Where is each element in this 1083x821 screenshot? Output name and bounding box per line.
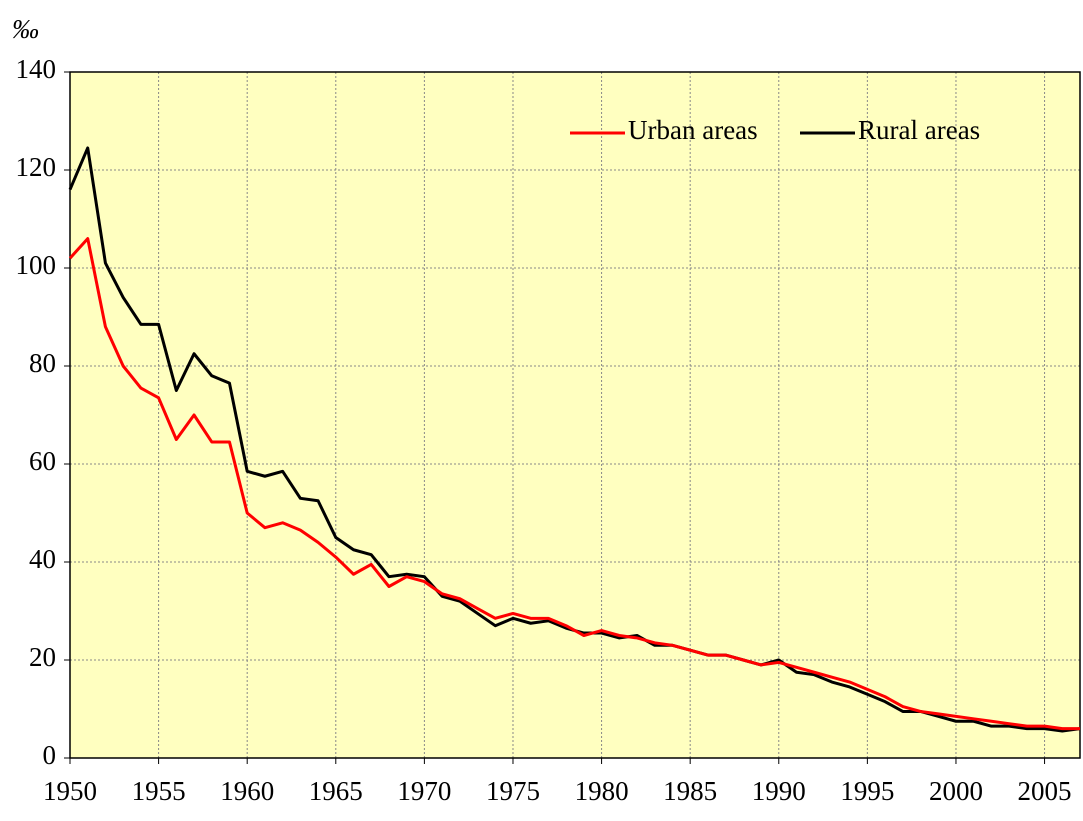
- y-tick-label: 60: [29, 446, 56, 476]
- y-tick-label: 40: [29, 544, 56, 574]
- plot-border: [69, 71, 1081, 759]
- y-axis-label: ‰: [12, 14, 39, 44]
- x-tick-label: 1970: [397, 776, 451, 806]
- x-tick-label: 1955: [132, 776, 186, 806]
- x-tick-label: 1990: [752, 776, 806, 806]
- y-tick-label: 20: [29, 642, 56, 672]
- y-tick-label: 0: [43, 740, 57, 770]
- x-tick-label: 1960: [220, 776, 274, 806]
- data-line: [68, 237, 1080, 731]
- legend-label: Urban areas: [628, 115, 758, 145]
- x-tick-label: 1980: [575, 776, 629, 806]
- x-tick-label: 1950: [43, 776, 97, 806]
- y-tick-label: 120: [16, 152, 57, 182]
- x-tick-label: 1975: [486, 776, 540, 806]
- x-tick-label: 2005: [1018, 776, 1072, 806]
- y-tick-label: 80: [29, 348, 56, 378]
- x-tick-label: 1965: [309, 776, 363, 806]
- x-tick-label: 2000: [929, 776, 983, 806]
- legend-label: Rural areas: [858, 115, 980, 145]
- plot-area: [70, 72, 1080, 758]
- x-tick-label: 1985: [663, 776, 717, 806]
- y-tick-label: 140: [16, 54, 57, 84]
- y-tick-label: 100: [16, 250, 57, 280]
- x-tick-label: 1995: [840, 776, 894, 806]
